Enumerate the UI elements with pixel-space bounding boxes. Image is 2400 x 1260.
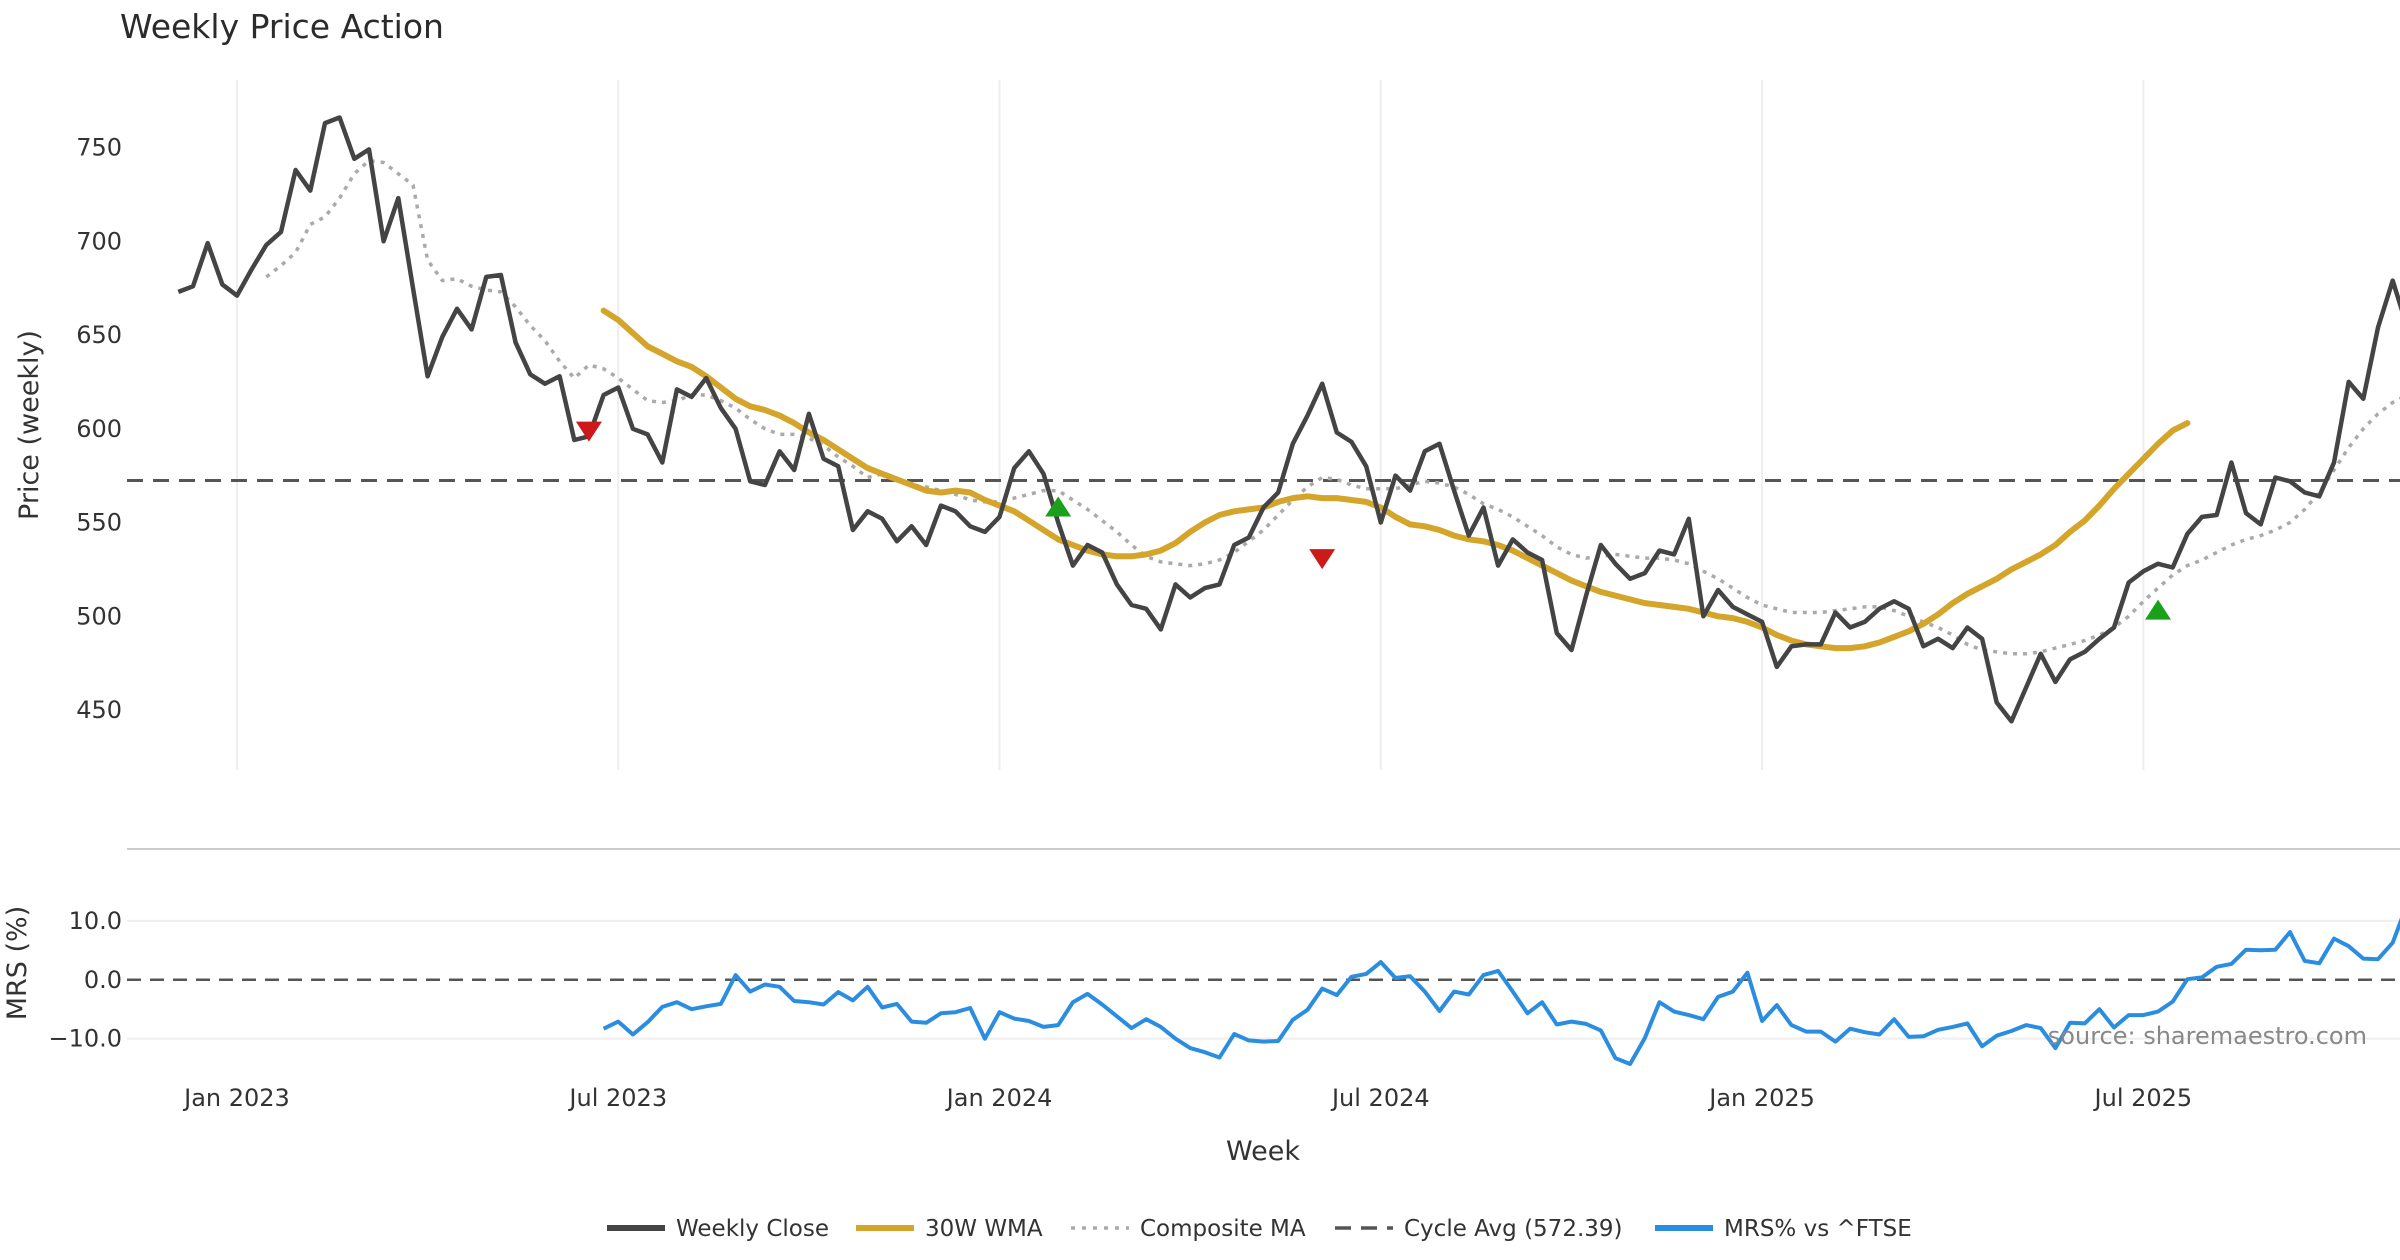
wma-30w-line xyxy=(600,307,2191,652)
x-tick-label: Jan 2024 xyxy=(945,1084,1053,1112)
composite-ma-line xyxy=(265,158,2400,656)
price-y-tick-label: 750 xyxy=(76,134,122,162)
mrs-y-tick-label: 10.0 xyxy=(69,907,122,935)
x-tick-label: Jul 2024 xyxy=(1330,1084,1430,1112)
legend-label: Weekly Close xyxy=(676,1216,829,1242)
price-y-tick-label: 700 xyxy=(76,227,122,255)
sell-signal-marker xyxy=(575,421,602,442)
mrs-y-axis-label: MRS (%) xyxy=(2,906,33,1021)
weekly-close-line xyxy=(177,115,2400,724)
price-y-tick-label: 500 xyxy=(76,602,122,630)
x-tick-label: Jul 2023 xyxy=(567,1084,667,1112)
mrs-line xyxy=(602,917,2400,1066)
x-ticks: Jan 2023 Jul 2023 Jan 2024 Jul 2024 Jan 2025… xyxy=(182,1084,2192,1112)
x-tick-label: Jan 2025 xyxy=(1707,1084,1815,1112)
series-group xyxy=(127,115,2400,1066)
price-y-axis-label: Price (weekly) xyxy=(14,330,45,520)
price-y-tick-label: 450 xyxy=(76,696,122,724)
x-tick-label: Jan 2023 xyxy=(182,1084,290,1112)
price-y-ticks: 450 500 550 600 650 700 750 xyxy=(76,134,122,725)
legend-label: Composite MA xyxy=(1140,1216,1306,1242)
signal-markers xyxy=(575,421,2172,620)
price-y-tick-label: 600 xyxy=(76,415,122,443)
mrs-y-tick-label: −10.0 xyxy=(48,1025,122,1053)
legend: Weekly Close 30W WMA Composite MA Cycle Avg… xyxy=(607,1216,1912,1242)
x-axis-label: Week xyxy=(1226,1136,1300,1167)
chart-title: Weekly Price Action xyxy=(120,7,444,46)
buy-signal-marker xyxy=(1045,496,1072,517)
vertical-gridlines xyxy=(235,80,2145,770)
source-note: source: sharemaestro.com xyxy=(2048,1022,2367,1050)
mrs-y-tick-label: 0.0 xyxy=(84,966,122,994)
legend-label: 30W WMA xyxy=(925,1216,1043,1242)
legend-label: MRS% vs ^FTSE xyxy=(1724,1216,1912,1242)
sell-signal-marker xyxy=(1309,549,1336,570)
legend-label: Cycle Avg (572.39) xyxy=(1404,1216,1623,1242)
x-tick-label: Jul 2025 xyxy=(2093,1084,2193,1112)
mrs-y-ticks: 10.0 0.0 −10.0 xyxy=(48,907,122,1053)
price-y-tick-label: 550 xyxy=(76,509,122,537)
buy-signal-marker xyxy=(2145,599,2172,620)
mrs-gridlines xyxy=(127,919,2400,1040)
price-y-tick-label: 650 xyxy=(76,321,122,349)
